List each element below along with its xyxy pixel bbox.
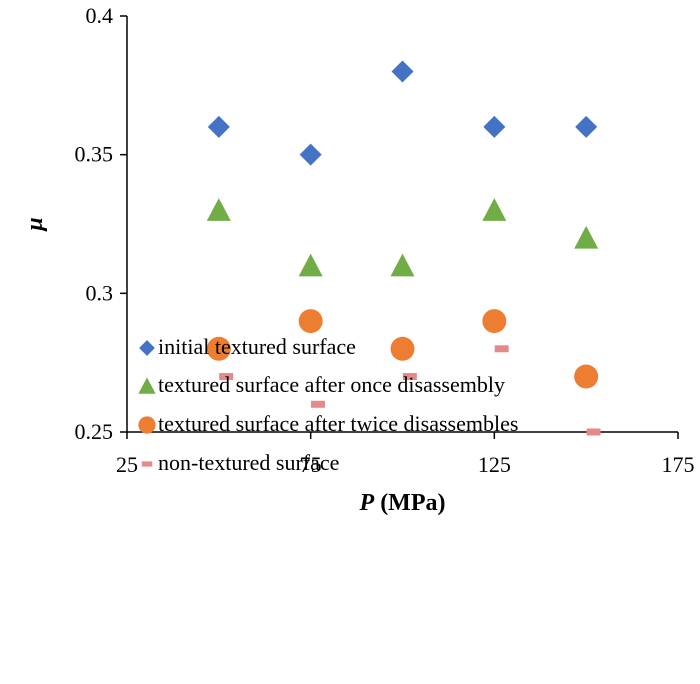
legend-label: initial textured surface	[158, 334, 356, 359]
data-point-series-2	[482, 198, 507, 221]
data-point-series-1	[391, 60, 414, 83]
data-point-series-3	[206, 336, 231, 361]
axes	[126, 16, 678, 433]
legend-label: non-textured surface	[158, 450, 340, 475]
data-point-series-4	[402, 373, 417, 381]
data-point-series-1	[575, 115, 598, 138]
legend-marker	[141, 461, 153, 467]
data-point-series-3	[390, 336, 415, 361]
x-tick-label: 125	[478, 452, 511, 477]
y-tick-label: 0.25	[75, 419, 114, 444]
data-points	[206, 60, 601, 436]
legend-marker	[138, 377, 156, 394]
data-point-series-1	[207, 115, 230, 138]
legend-label: textured surface after twice disassemble…	[158, 411, 519, 436]
data-point-series-4	[586, 428, 601, 436]
x-tick-label: 75	[300, 452, 322, 477]
data-point-series-1	[483, 115, 506, 138]
y-axis-title: μ	[22, 217, 48, 232]
data-point-series-3	[298, 309, 323, 334]
data-point-series-2	[574, 225, 599, 249]
x-axis-unit: (MPa)	[374, 490, 445, 516]
data-point-series-2	[390, 253, 415, 277]
y-tick-label: 0.35	[75, 142, 114, 167]
data-point-series-3	[482, 309, 507, 334]
data-point-series-2	[298, 253, 323, 277]
data-point-series-4	[494, 345, 509, 353]
x-tick-label: 25	[116, 452, 138, 477]
data-point-series-4	[311, 400, 326, 408]
y-tick-label: 0.3	[86, 280, 114, 305]
legend-marker	[138, 416, 156, 434]
x-axis-variable: P	[359, 490, 375, 516]
data-point-series-3	[574, 364, 599, 389]
legend-marker	[139, 340, 155, 356]
x-axis-title: P (MPa)	[359, 490, 446, 516]
x-tick-label: 175	[662, 452, 695, 477]
data-point-series-2	[206, 198, 231, 221]
data-point-series-1	[299, 143, 322, 166]
y-tick-label: 0.4	[86, 3, 114, 28]
data-point-series-4	[219, 373, 234, 381]
ticks: 0.25 0.3 0.35 0.4 25 75 125 175	[75, 3, 695, 477]
legend-label: textured surface after once disassembly	[158, 372, 505, 397]
